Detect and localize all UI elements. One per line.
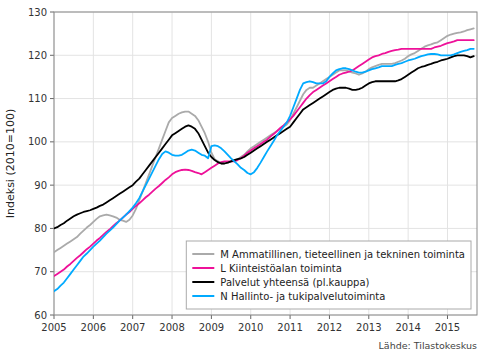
tick-mark — [368, 315, 369, 319]
grid — [54, 12, 477, 315]
tick-mark — [329, 315, 330, 319]
tick-label: 60 — [34, 310, 47, 321]
tick-mark — [290, 315, 291, 319]
annotation: Lähde: Tilastokeskus — [379, 340, 478, 351]
grid-line — [132, 12, 133, 315]
tick-label: 130 — [28, 7, 47, 18]
legend-label: N Hallinto- ja tukipalvelutoiminta — [220, 291, 385, 302]
plot-frame — [54, 12, 477, 315]
tick-mark — [50, 12, 54, 13]
tick-mark — [93, 315, 94, 319]
line — [54, 28, 474, 252]
grid-line — [172, 12, 173, 315]
tick-label: 2013 — [356, 322, 381, 333]
tick-label: 2012 — [317, 322, 342, 333]
tick-mark — [408, 315, 409, 319]
grid-line — [54, 98, 477, 99]
grid-line — [54, 228, 477, 229]
grid-line — [54, 185, 477, 186]
tick-label: 2008 — [159, 322, 184, 333]
tick-label: 2010 — [238, 322, 263, 333]
tick-mark — [172, 315, 173, 319]
tick-mark — [447, 315, 448, 319]
tick-label: 110 — [28, 93, 47, 104]
tick-label: 100 — [28, 136, 47, 147]
tick-label: 2009 — [199, 322, 224, 333]
tick-mark — [132, 315, 133, 319]
tick-mark — [50, 228, 54, 229]
tick-label: 2014 — [395, 322, 420, 333]
grid-line — [93, 12, 94, 315]
line — [54, 49, 474, 291]
tick-label: 80 — [34, 223, 47, 234]
chart: 2005 2006 2007 2008 2009 2010 2011 2012 2013 2014… — [0, 0, 491, 359]
tick-mark — [50, 315, 54, 316]
legend-swatch — [192, 267, 214, 269]
line — [54, 55, 474, 228]
tick-label: 2006 — [81, 322, 106, 333]
tick-mark — [50, 55, 54, 56]
tick-label: 2011 — [277, 322, 302, 333]
legend-frame — [186, 241, 471, 309]
legend-swatch — [192, 295, 214, 297]
legend-label: M Ammatillinen, tieteellinen ja tekninen… — [220, 249, 465, 260]
tick-label: 2015 — [435, 322, 460, 333]
axes: 2005 2006 2007 2008 2009 2010 2011 2012 2013 2014… — [28, 7, 477, 334]
tick-mark — [211, 315, 212, 319]
tick-mark — [50, 98, 54, 99]
tick-mark — [50, 141, 54, 142]
legend-swatch — [192, 253, 214, 255]
tick-label: 2007 — [120, 322, 145, 333]
tick-label: 70 — [34, 266, 47, 277]
tick-mark — [54, 315, 55, 319]
tick-label: 120 — [28, 50, 47, 61]
legend-swatch — [192, 281, 214, 283]
series-lines — [54, 28, 474, 291]
tick-mark — [50, 271, 54, 272]
tick-label: 90 — [34, 180, 47, 191]
tick-mark — [50, 185, 54, 186]
legend: M Ammatillinen, tieteellinen ja tekninen… — [186, 241, 471, 309]
legend-label: L Kiinteistöalan toiminta — [220, 263, 342, 274]
grid-line — [54, 55, 477, 56]
tick-mark — [250, 315, 251, 319]
legend-label: Palvelut yhteensä (pl.kauppa) — [220, 277, 369, 288]
y-axis-label: Indeksi (2010=100) — [4, 109, 17, 218]
tick-label: 2005 — [41, 322, 66, 333]
